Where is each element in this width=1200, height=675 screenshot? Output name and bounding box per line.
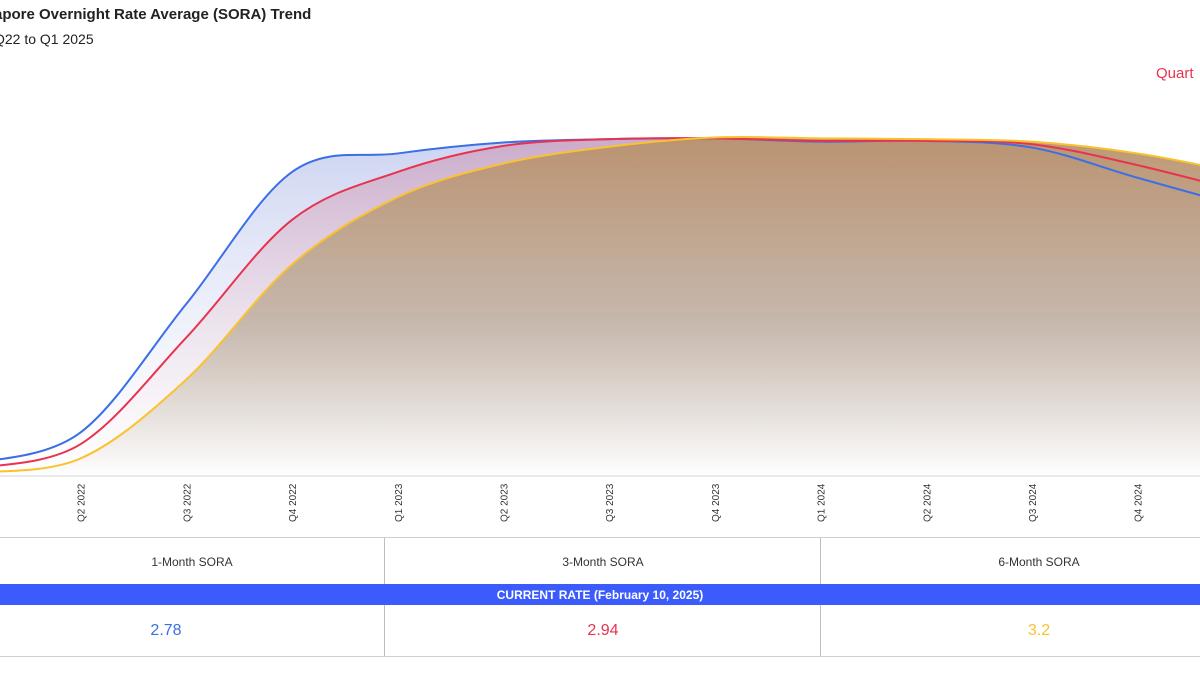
x-tick-label: Q2 2024 [922,483,933,522]
table-header-row: 1-Month SORA 3-Month SORA 6-Month SORA [0,537,1200,585]
x-tick-label: Q1 2023 [394,483,405,522]
line-3-month-sora[interactable] [0,137,1200,468]
x-tick-label: Q2 2022 [77,483,88,522]
x-tick-label: Q4 2023 [711,483,722,522]
x-tick-label: Q3 2024 [1028,483,1039,522]
value-1-month: 2.78 [150,621,182,639]
line-6-month-sora[interactable] [0,135,1200,473]
x-tick-label: Q4 2022 [288,483,299,522]
series-areas [0,136,1200,476]
x-tick-label: Q3 2023 [605,483,616,522]
chart-title: apore Overnight Rate Average (SORA) Tren… [0,6,312,23]
chart-subtitle: Q22 to Q1 2025 [0,31,94,47]
sora-trend-chart: Q2 2022 Q3 2022 Q4 2022 Q1 2023 Q2 2023 Q3 20… [0,135,1200,522]
current-rate-table: 1-Month SORA 3-Month SORA 6-Month SORA C… [0,537,1200,657]
x-tick-label: Q2 2023 [500,483,511,522]
series-lines [0,135,1200,473]
legend-label[interactable]: Quart [1156,65,1194,82]
x-tick-label: Q3 2022 [182,483,193,522]
value-3-month: 2.94 [384,605,821,656]
x-tick-label: Q1 2024 [817,483,828,522]
area-overlap-fill [0,136,1200,476]
table-value-row: 2.78 2.94 3.2 [0,605,1200,657]
x-axis-ticks: Q2 2022 Q3 2022 Q4 2022 Q1 2023 Q2 2023 Q3 20… [77,483,1145,522]
header-6-month: 6-Month SORA [820,538,1200,585]
x-tick-label: Q4 2024 [1134,483,1145,522]
value-6-month: 3.2 [820,605,1200,656]
header-3-month: 3-Month SORA [384,538,821,585]
current-rate-banner: CURRENT RATE (February 10, 2025) [0,584,1200,605]
header-1-month: 1-Month SORA [151,554,233,569]
